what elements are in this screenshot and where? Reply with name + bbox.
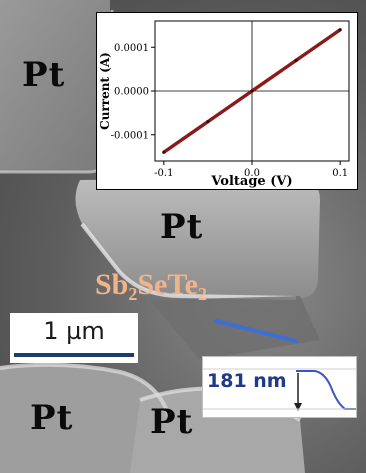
pt-label-top-left: Pt — [22, 55, 66, 95]
y-tick-label: 0.0000 — [114, 87, 149, 98]
line-scan-marker — [214, 319, 298, 343]
y-tick-label: 0.0001 — [114, 43, 149, 54]
scale-bar-box: 1 µm — [10, 313, 138, 363]
iv-data-point — [338, 28, 342, 32]
material-label: Sb2SeTe2 — [95, 268, 207, 305]
pt-label-bottom-right: Pt — [150, 402, 194, 442]
height-label: 181 nm — [207, 370, 287, 392]
x-axis-label: Voltage (V) — [210, 174, 292, 188]
iv-data-point — [294, 58, 298, 62]
y-axis-label: Current (A) — [98, 52, 112, 130]
material-base: Sb — [95, 268, 129, 301]
electrode-bottom-left — [0, 364, 172, 473]
iv-data-point — [162, 150, 166, 154]
pt-label-bottom-left: Pt — [30, 398, 74, 438]
height-profile-inset: 181 nm — [202, 356, 357, 418]
y-tick-label: -0.0001 — [111, 130, 149, 141]
x-tick-label: -0.1 — [154, 168, 173, 179]
pt-label-center: Pt — [160, 207, 204, 247]
height-arrow-head — [294, 403, 302, 411]
electrode-center — [75, 178, 320, 299]
iv-data-point — [250, 89, 254, 93]
material-sub1: 2 — [128, 284, 138, 304]
iv-inset: -0.1 0.0 0.1 0.0001 0.0000 -0.0001 Voltage (V)… — [96, 12, 358, 190]
material-mid: SeTe — [137, 268, 198, 301]
iv-chart: -0.1 0.0 0.1 0.0001 0.0000 -0.0001 Voltage (V)… — [98, 20, 350, 188]
x-tick-label: 0.1 — [332, 168, 348, 179]
scale-bar-label: 1 µm — [43, 317, 105, 345]
x-tick-label: 0.0 — [244, 168, 260, 179]
height-profile-curve — [296, 370, 356, 410]
nanoflake — [150, 296, 320, 360]
height-profile-plot — [203, 368, 356, 411]
electrode-top-left — [0, 0, 110, 172]
scale-bar — [14, 353, 134, 357]
iv-data-point — [206, 120, 210, 124]
material-sub2: 2 — [197, 284, 207, 304]
